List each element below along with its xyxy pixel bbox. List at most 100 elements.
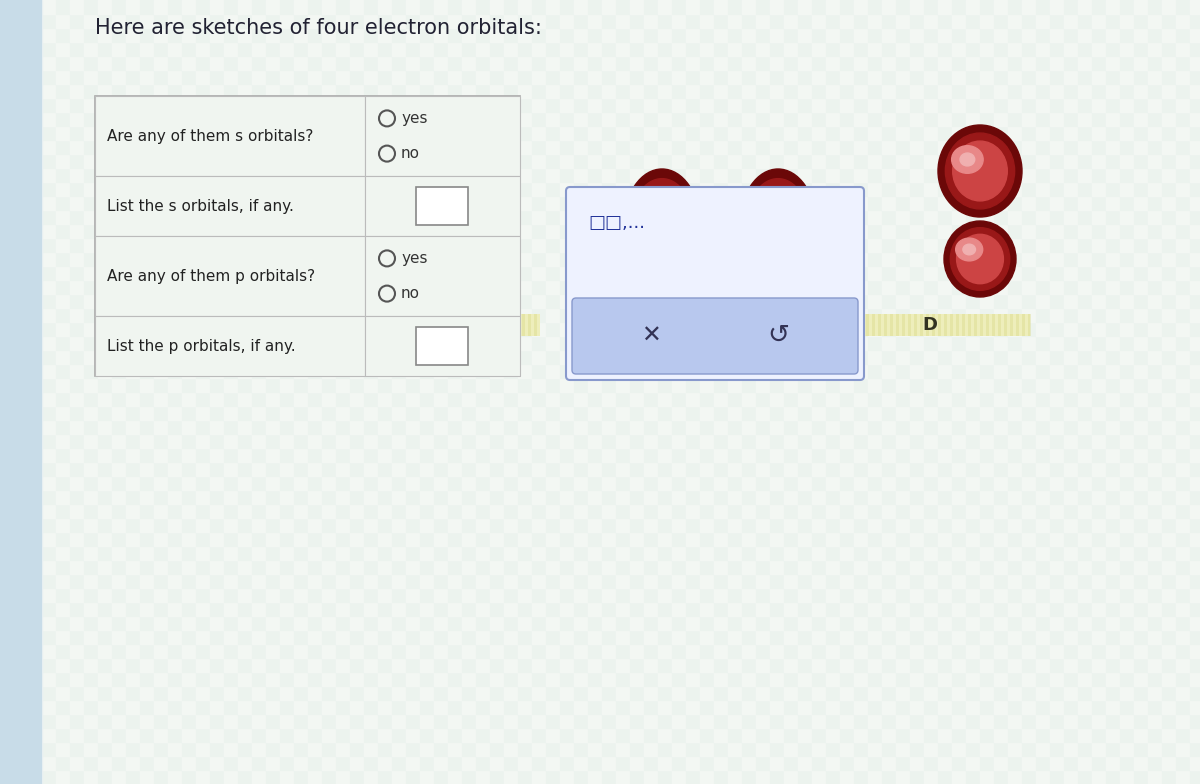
- Bar: [364, 336, 378, 350]
- Bar: [322, 658, 336, 672]
- Bar: [0, 210, 14, 224]
- Bar: [448, 686, 462, 700]
- Bar: [1064, 266, 1078, 280]
- Bar: [238, 280, 252, 294]
- Bar: [1050, 28, 1064, 42]
- Bar: [378, 112, 392, 126]
- Bar: [140, 672, 154, 686]
- Bar: [476, 406, 490, 420]
- Bar: [350, 98, 364, 112]
- Bar: [920, 314, 923, 336]
- Bar: [672, 672, 686, 686]
- Bar: [126, 644, 140, 658]
- Bar: [168, 700, 182, 714]
- Bar: [952, 406, 966, 420]
- Bar: [994, 266, 1008, 280]
- Bar: [56, 224, 70, 238]
- Bar: [560, 462, 574, 476]
- Bar: [658, 462, 672, 476]
- Bar: [630, 84, 644, 98]
- Bar: [1022, 14, 1036, 28]
- Bar: [812, 434, 826, 448]
- Bar: [644, 294, 658, 308]
- Ellipse shape: [960, 153, 974, 166]
- Bar: [1120, 574, 1134, 588]
- Bar: [210, 434, 224, 448]
- Bar: [1106, 686, 1120, 700]
- Bar: [714, 392, 728, 406]
- Bar: [504, 532, 518, 546]
- Bar: [518, 224, 532, 238]
- Bar: [1134, 420, 1148, 434]
- Bar: [1162, 42, 1176, 56]
- Bar: [462, 308, 476, 322]
- Bar: [462, 314, 466, 336]
- Bar: [560, 532, 574, 546]
- Bar: [630, 350, 644, 364]
- Bar: [140, 336, 154, 350]
- Bar: [490, 280, 504, 294]
- Bar: [294, 644, 308, 658]
- Bar: [406, 224, 420, 238]
- Bar: [700, 70, 714, 84]
- Bar: [336, 742, 350, 756]
- Bar: [672, 770, 686, 784]
- Bar: [84, 686, 98, 700]
- Bar: [112, 42, 126, 56]
- Bar: [952, 756, 966, 770]
- Bar: [924, 770, 938, 784]
- Bar: [350, 364, 364, 378]
- Bar: [406, 126, 420, 140]
- Bar: [1162, 700, 1176, 714]
- Bar: [1176, 98, 1190, 112]
- Bar: [420, 56, 434, 70]
- Bar: [0, 392, 14, 406]
- Bar: [98, 756, 112, 770]
- Bar: [686, 238, 700, 252]
- Bar: [28, 672, 42, 686]
- Bar: [686, 406, 700, 420]
- Bar: [70, 658, 84, 672]
- Bar: [420, 182, 434, 196]
- Bar: [98, 196, 112, 210]
- Bar: [742, 560, 756, 574]
- Bar: [1064, 756, 1078, 770]
- Bar: [476, 84, 490, 98]
- Bar: [210, 742, 224, 756]
- Bar: [462, 546, 476, 560]
- Bar: [546, 42, 560, 56]
- Bar: [714, 140, 728, 154]
- Bar: [490, 546, 504, 560]
- Bar: [644, 700, 658, 714]
- Bar: [126, 406, 140, 420]
- Bar: [490, 770, 504, 784]
- Bar: [56, 658, 70, 672]
- Bar: [560, 210, 574, 224]
- Bar: [770, 728, 784, 742]
- Bar: [322, 644, 336, 658]
- Bar: [1064, 322, 1078, 336]
- Bar: [742, 756, 756, 770]
- Bar: [588, 98, 602, 112]
- Bar: [588, 196, 602, 210]
- Bar: [252, 630, 266, 644]
- Bar: [644, 280, 658, 294]
- Bar: [196, 686, 210, 700]
- Bar: [252, 294, 266, 308]
- Bar: [154, 504, 168, 518]
- Bar: [868, 658, 882, 672]
- Bar: [476, 490, 490, 504]
- Bar: [602, 546, 616, 560]
- Bar: [336, 630, 350, 644]
- Bar: [126, 602, 140, 616]
- Bar: [1176, 168, 1190, 182]
- Bar: [868, 742, 882, 756]
- Bar: [1036, 350, 1050, 364]
- Bar: [112, 518, 126, 532]
- Bar: [616, 126, 630, 140]
- Bar: [210, 182, 224, 196]
- Bar: [882, 0, 896, 14]
- Bar: [238, 462, 252, 476]
- Bar: [602, 308, 616, 322]
- Bar: [1064, 574, 1078, 588]
